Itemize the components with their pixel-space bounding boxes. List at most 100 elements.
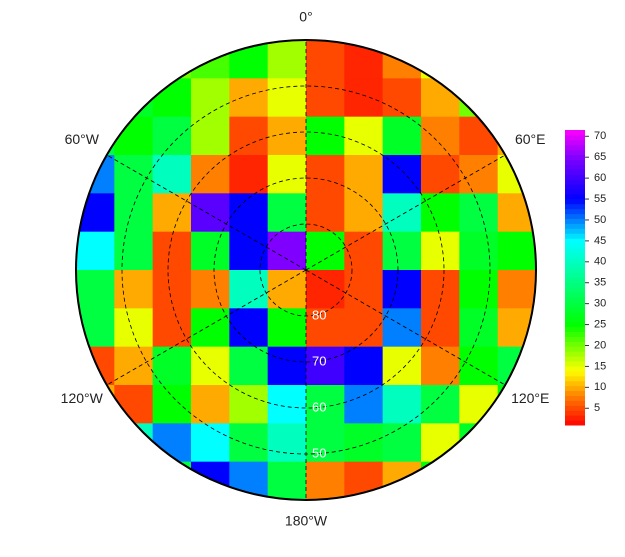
heat-cell	[229, 270, 269, 309]
heat-cell	[459, 193, 499, 233]
colorbar-step	[565, 262, 585, 269]
heatmap	[76, 40, 536, 500]
heat-cell	[344, 385, 384, 424]
colorbar-step	[565, 139, 585, 146]
heat-cell	[229, 116, 269, 156]
colorbar-step	[565, 243, 585, 249]
longitude-label: 0°	[299, 9, 312, 25]
colorbar-step	[565, 366, 585, 372]
heat-cell	[114, 193, 154, 233]
heat-cell	[459, 308, 499, 348]
colorbar-step	[565, 405, 585, 411]
heat-cell	[497, 40, 536, 79]
heat-cell	[267, 193, 307, 233]
heat-cell	[459, 461, 499, 500]
colorbar-tick-label: 60	[594, 172, 606, 184]
heat-cell	[229, 231, 269, 271]
colorbar-step	[565, 169, 585, 175]
heat-cell	[421, 270, 460, 309]
heat-cell	[191, 423, 230, 463]
heat-cell	[76, 308, 115, 348]
colorbar-step	[565, 375, 585, 382]
colorbar-step	[565, 130, 585, 136]
latitude-circle	[213, 177, 399, 363]
heat-cell	[114, 270, 154, 309]
heat-cell	[344, 231, 384, 271]
colorbar-step	[565, 154, 585, 160]
heat-cell	[306, 193, 345, 233]
heat-cell	[459, 231, 499, 271]
colorbar-step	[565, 282, 585, 288]
heat-cell	[152, 308, 192, 348]
heat-cell	[497, 231, 536, 271]
colorbar-step	[565, 331, 585, 337]
colorbar-step	[565, 159, 585, 165]
colorbar-step	[565, 302, 585, 308]
heat-cell	[114, 423, 154, 463]
heat-cell	[267, 423, 307, 463]
heat-cell	[382, 78, 422, 118]
heat-cell	[267, 40, 307, 79]
meridian	[106, 269, 307, 386]
heat-cell	[306, 78, 345, 118]
colorbar-tick-label: 5	[594, 402, 600, 414]
heat-cell	[229, 40, 269, 79]
colorbar-step	[565, 208, 585, 215]
colorbar-step	[565, 218, 585, 224]
heat-cell	[459, 270, 499, 309]
colorbar-step	[565, 174, 585, 180]
heat-cell	[421, 346, 460, 386]
heat-cell	[191, 155, 230, 194]
heat-cell	[229, 385, 269, 424]
colorbar-step	[565, 277, 585, 283]
heat-cell	[152, 385, 192, 424]
heat-cell	[497, 461, 536, 500]
longitude-label: 120°W	[61, 390, 104, 406]
heat-cell	[267, 78, 307, 118]
heat-cell	[382, 155, 422, 194]
colorbar-step	[565, 420, 585, 426]
heat-cell	[306, 461, 345, 500]
heat-cell	[344, 78, 384, 118]
heat-cell	[229, 346, 269, 386]
heat-cell	[497, 423, 536, 463]
heat-cell	[114, 461, 154, 500]
colorbar-step	[565, 272, 585, 278]
heat-cell	[191, 270, 230, 309]
heat-cell	[382, 461, 422, 500]
heat-cell	[191, 231, 230, 271]
colorbar-tick-label: 10	[594, 381, 606, 393]
colorbar-step	[565, 223, 585, 229]
colorbar-tick-label: 20	[594, 339, 606, 351]
colorbar-step	[565, 252, 585, 259]
heat-cell	[459, 155, 499, 194]
colorbar-step	[565, 307, 585, 313]
heat-cell	[306, 40, 345, 79]
heat-cell	[152, 231, 192, 271]
heat-cell	[114, 346, 154, 386]
heat-cell	[382, 231, 422, 271]
heat-cell	[76, 193, 115, 233]
colorbar-step	[565, 311, 585, 318]
heat-cell	[191, 385, 230, 424]
colorbar-tick-label: 45	[594, 235, 606, 247]
colorbar-tick-label: 70	[594, 130, 606, 142]
colorbar-step	[565, 321, 585, 328]
heat-cell	[267, 155, 307, 194]
heat-cell	[382, 40, 422, 79]
heat-cell	[191, 193, 230, 233]
heat-cell	[459, 40, 499, 79]
colorbar-step	[565, 336, 585, 342]
colorbar-step	[565, 144, 585, 151]
colorbar-step	[565, 257, 585, 264]
colorbar-step	[565, 356, 585, 362]
colorbar-tick-label: 35	[594, 277, 606, 289]
longitude-label: 60°W	[65, 131, 100, 147]
heat-cell	[382, 346, 422, 386]
colorbar-step	[565, 390, 585, 396]
latitude-label: 60	[312, 399, 326, 414]
heat-cell	[421, 308, 460, 348]
colorbar-step	[565, 184, 585, 190]
heat-cell	[76, 346, 115, 386]
